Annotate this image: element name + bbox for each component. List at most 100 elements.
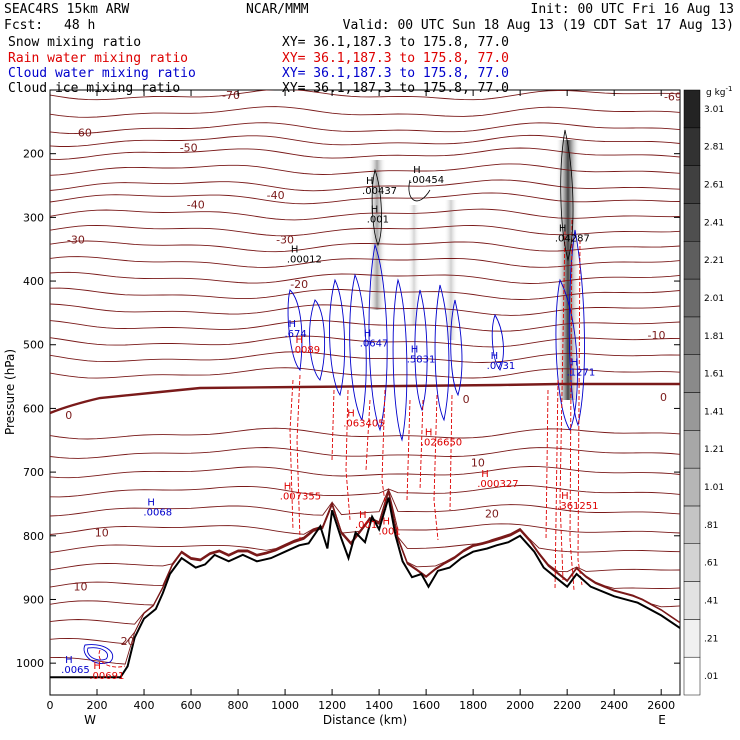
rain-water-contour [296, 374, 301, 541]
field-name-cloud-ice: Cloud ice mixing ratio [8, 81, 180, 96]
maximum-value-label: .00691 [89, 671, 124, 682]
snow-shading [368, 140, 580, 400]
snow-column [444, 200, 458, 340]
maximum-value-label: .0065 [61, 665, 90, 676]
cloud-water-contour [434, 284, 450, 422]
temperature-contour-label: -40 [267, 189, 285, 202]
temperature-contour-label: -50 [180, 141, 198, 154]
colorbar-level-label: 1.01 [704, 483, 724, 493]
freezing-level-line [50, 382, 680, 415]
rain-water-contour [433, 394, 439, 541]
colorbar-unit: g kg-1 [706, 85, 732, 98]
snow-column [408, 205, 420, 325]
y-tick-label: 200 [23, 148, 44, 161]
field-xy-snow: XY= 36.1,187.3 to 175.8, 77.0 [282, 35, 509, 50]
maximum-value-label: .026650 [421, 437, 462, 448]
colorbar-level-label: 1.61 [704, 370, 724, 380]
colorbar-swatch [683, 203, 701, 242]
temperature-contour-label: 0 [660, 391, 667, 404]
temperature-contour-label: -10 [648, 329, 666, 342]
colorbar-swatch [683, 165, 701, 204]
temperature-contour-label: 20 [121, 635, 135, 648]
field-list: Snow mixing ratio XY= 36.1,187.3 to 175.… [8, 35, 509, 96]
maximum-marker: H [359, 510, 367, 521]
y-tick-label: 600 [23, 402, 44, 415]
cloud-water-contours [83, 229, 585, 664]
rain-water-contour [289, 379, 294, 531]
colorbar-level-label: .41 [704, 596, 718, 606]
cloud-water-contour [287, 289, 303, 371]
snow-column [556, 140, 580, 400]
colorbar-swatch [683, 430, 701, 469]
maximum-value-label: .00454 [409, 175, 444, 186]
maximum-marker: H [347, 408, 355, 419]
temperature-contour [50, 271, 680, 284]
temperature-contour-label: 0 [463, 393, 470, 406]
colorbar-level-label: 1.41 [704, 407, 724, 417]
colorbar-swatch [683, 656, 701, 696]
colorbar: .01 .21 .41 .61 .81 1.01 1.21 1.41 1.61 1.81 2.01 2… [683, 89, 724, 696]
x-tick-label: 2000 [506, 699, 534, 712]
x-tick-label: 1200 [318, 699, 346, 712]
temperature-contour-label: 0 [65, 409, 72, 422]
maximum-marker: H [288, 319, 296, 330]
temperature-contour [50, 303, 680, 316]
maximum-marker: H [481, 469, 489, 480]
maximum-value-label: .063405 [343, 418, 384, 429]
temperature-contour [50, 208, 680, 221]
temperature-contour [50, 256, 680, 268]
maximum-value-label: .000327 [477, 479, 518, 490]
colorbar-swatch [683, 354, 701, 393]
colorbar-swatch [683, 89, 701, 129]
x-tick-label: 1800 [459, 699, 487, 712]
x-tick-label: 1600 [412, 699, 440, 712]
colorbar-swatch [683, 127, 701, 166]
maximum-value-label: .0731 [487, 361, 516, 372]
field-name-rain: Rain water mixing ratio [8, 51, 188, 66]
maximum-marker: H [291, 245, 299, 256]
cloud-ice-contour [408, 179, 431, 202]
maximum-marker: H [284, 482, 292, 493]
temperature-contour-label: 10 [74, 581, 88, 594]
rain-water-contour [345, 389, 351, 521]
init-time: Init: 00 UTC Fri 16 Aug 13 [531, 2, 735, 17]
cloud-ice-contour [560, 129, 574, 262]
org-label: NCAR/MMM [246, 2, 309, 17]
temperature-contour [50, 90, 680, 101]
y-tick-label: 400 [23, 275, 44, 288]
maximum-value-label: .00012 [287, 255, 322, 266]
valid-time: Valid: 00 UTC Sun 18 Aug 13 (19 CDT Sat … [343, 18, 734, 33]
temperature-contour-label: -70 [222, 89, 240, 102]
maximum-marker: H [491, 351, 499, 362]
fcst-label: Fcst: [4, 18, 43, 33]
rain-water-contour [365, 399, 371, 471]
x-axis-label: Distance (km) [323, 713, 407, 727]
colorbar-swatch [683, 581, 701, 620]
maximum-value-label: .0647 [360, 339, 389, 350]
colorbar-swatch [683, 392, 701, 431]
maximum-value-label: .0089 [292, 345, 321, 356]
maximum-marker: H [366, 176, 374, 187]
maximum-value-label: .001 [367, 215, 389, 226]
maximum-value-label: .007355 [280, 492, 321, 503]
model-title: SEAC4RS 15km ARW [4, 2, 129, 17]
colorbar-swatch [683, 505, 701, 544]
rain-water-contour [331, 389, 335, 461]
y-tick-label: 900 [23, 593, 44, 606]
temperature-contour [50, 163, 680, 176]
colorbar-level-label: .01 [704, 672, 718, 682]
maximum-value-label: .361251 [557, 501, 598, 512]
temperature-contour [50, 134, 680, 147]
maximum-value-label: .674 [284, 329, 306, 340]
maximum-marker: H [413, 165, 421, 176]
field-xy-cloud-water: XY= 36.1,187.3 to 175.8, 77.0 [282, 66, 509, 81]
temperature-contour [50, 225, 680, 237]
temperature-contour [50, 106, 680, 118]
cloud-water-contour [329, 278, 346, 397]
y-axis-label: Pressure (hPa) [3, 349, 17, 435]
temperature-contour-label: 10 [471, 457, 485, 470]
maximum-value-label: .0068 [143, 508, 172, 519]
colorbar-level-label: .21 [704, 634, 718, 644]
colorbar-level-label: 1.81 [704, 332, 724, 342]
temperature-contour [50, 147, 680, 160]
